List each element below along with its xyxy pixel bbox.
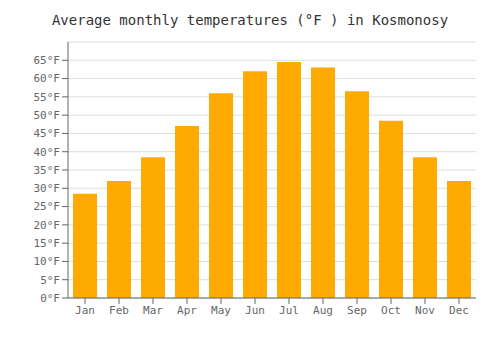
svg-text:30°F: 30°F xyxy=(34,182,61,195)
svg-text:25°F: 25°F xyxy=(34,200,61,213)
svg-text:15°F: 15°F xyxy=(34,237,61,250)
svg-text:35°F: 35°F xyxy=(34,164,61,177)
svg-text:Jun: Jun xyxy=(245,304,265,317)
svg-text:Feb: Feb xyxy=(109,304,129,317)
html-text:Average monthly temperatures (: Average monthly temperatures (°F ) in Ko… xyxy=(51,12,449,28)
svg-text:Sep: Sep xyxy=(347,304,367,317)
svg-text:65°F: 65°F xyxy=(34,54,61,67)
svg-text:20°F: 20°F xyxy=(34,219,61,232)
svg-text:Dec: Dec xyxy=(449,304,469,317)
svg-text:Jan: Jan xyxy=(75,304,95,317)
svg-text:10°F: 10°F xyxy=(34,255,61,268)
svg-text:Mar: Mar xyxy=(143,304,163,317)
svg-text:40°F: 40°F xyxy=(34,146,61,159)
svg-text:Oct: Oct xyxy=(381,304,401,317)
svg-text:Apr: Apr xyxy=(177,304,197,317)
svg-text:5°F: 5°F xyxy=(40,274,60,287)
svg-text:50°F: 50°F xyxy=(34,109,61,122)
svg-text:Jul: Jul xyxy=(279,304,299,317)
svg-text:May: May xyxy=(211,304,231,317)
svg-text:45°F: 45°F xyxy=(34,127,61,140)
svg-text:55°F: 55°F xyxy=(34,91,61,104)
svg-text:0°F: 0°F xyxy=(40,292,60,305)
svg-text:Nov: Nov xyxy=(415,304,435,317)
svg-text:Aug: Aug xyxy=(313,304,333,317)
svg-text:60°F: 60°F xyxy=(34,72,61,85)
